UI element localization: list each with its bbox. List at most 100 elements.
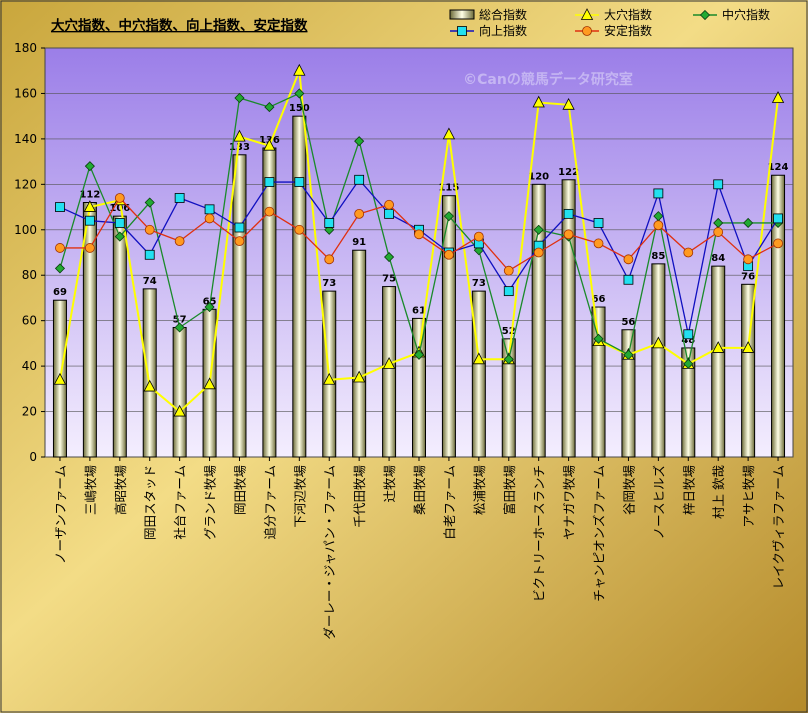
data-point	[354, 136, 365, 147]
data-point	[234, 236, 245, 247]
y-tick-label: 0	[29, 450, 37, 464]
x-tick-label: アサヒ牧場	[741, 465, 756, 528]
data-label: 73	[472, 278, 486, 289]
data-point	[713, 227, 724, 237]
legend-marker	[582, 26, 592, 36]
data-point	[444, 249, 454, 260]
data-point	[623, 349, 634, 360]
x-tick-label: 岡田スタッド	[143, 465, 158, 540]
data-point	[562, 97, 575, 110]
bar	[471, 290, 486, 458]
data-point	[443, 211, 454, 222]
data-point	[382, 356, 396, 369]
x-tick-label: 梓日牧場	[681, 465, 696, 515]
data-point	[593, 238, 604, 249]
x-tick-label: 下河辺牧場	[292, 465, 307, 528]
data-point	[354, 208, 365, 219]
x-tick-label: ノーザンファーム	[53, 465, 68, 564]
data-point	[203, 377, 216, 390]
data-point	[173, 404, 186, 417]
data-label: 61	[412, 305, 426, 316]
data-label: 73	[322, 278, 336, 289]
series-circle	[55, 193, 783, 276]
data-point	[533, 247, 544, 258]
data-point	[324, 218, 335, 228]
data-label: 74	[143, 276, 157, 287]
legend-marker	[457, 26, 467, 36]
data-point	[743, 217, 754, 229]
data-point	[204, 204, 215, 215]
x-tick-label: ダーレー・ジャパン・ファーム	[322, 465, 337, 640]
y-tick-label: 160	[14, 86, 37, 100]
x-tick-label: 追分ファーム	[262, 465, 277, 540]
data-label: 57	[173, 314, 187, 325]
bar	[112, 215, 127, 458]
data-label: 106	[109, 203, 130, 214]
data-point	[413, 349, 425, 360]
x-tick-label: 富田牧場	[502, 465, 517, 515]
data-label: 52	[502, 326, 516, 337]
data-label: 85	[651, 251, 665, 262]
data-point	[114, 218, 125, 228]
data-point	[234, 222, 245, 233]
data-label: 75	[382, 274, 396, 285]
x-tick-label: ヤナガワ牧場	[562, 465, 577, 540]
bar	[711, 265, 726, 458]
x-tick-label: グランド牧場	[203, 465, 218, 540]
data-point	[743, 254, 754, 265]
bar	[142, 288, 157, 458]
data-point	[683, 358, 694, 369]
data-point	[144, 224, 155, 235]
watermark: ©Canの競馬データ研究室	[463, 71, 633, 88]
legend-marker	[580, 8, 594, 20]
bar	[172, 326, 187, 458]
data-point	[683, 329, 694, 340]
data-label: 115	[438, 183, 459, 194]
bar	[262, 147, 277, 458]
data-point	[384, 208, 394, 219]
data-point	[653, 220, 664, 231]
data-point	[233, 129, 246, 142]
data-point	[623, 254, 634, 265]
data-point	[294, 88, 305, 99]
x-tick-label: 千代田牧場	[352, 465, 367, 528]
data-point	[384, 251, 395, 263]
data-point	[563, 208, 574, 219]
x-tick-label: 桑田牧場	[412, 465, 427, 515]
legend-label: 向上指数	[479, 23, 527, 38]
data-label: 124	[768, 162, 789, 173]
data-point	[503, 354, 514, 365]
x-tick-label: 松浦牧場	[472, 465, 487, 515]
data-point	[532, 95, 545, 108]
y-tick-label: 80	[22, 268, 37, 282]
x-tick-label: チャンピオンズファーム	[592, 465, 607, 602]
data-point	[263, 138, 276, 151]
data-point	[623, 274, 634, 285]
data-point	[414, 229, 424, 240]
legend-item: 総合指数	[449, 7, 527, 22]
data-point	[533, 224, 544, 235]
bar	[352, 249, 367, 458]
data-point	[324, 254, 335, 265]
data-point	[54, 263, 66, 274]
data-label: 150	[289, 103, 310, 114]
data-point	[773, 238, 783, 249]
x-tick-label: 三嶋牧場	[83, 465, 98, 515]
data-point	[563, 229, 574, 240]
x-tick-label: レイクヴィラファーム	[771, 465, 786, 589]
legend-item: 中穴指数	[693, 7, 770, 22]
x-tick-label: 辻牧場	[382, 465, 397, 503]
data-point	[472, 352, 486, 365]
x-tick-label: ノースヒルズ	[651, 465, 666, 539]
y-tick-label: 40	[22, 359, 37, 373]
data-point	[352, 370, 366, 383]
bar	[651, 263, 666, 458]
data-label: 56	[621, 317, 635, 328]
data-point	[741, 341, 755, 353]
data-point	[384, 199, 394, 210]
data-point	[53, 372, 67, 385]
data-point	[84, 215, 95, 226]
chart-title: 大穴指数、中穴指数、向上指数、安定指数	[51, 17, 308, 34]
